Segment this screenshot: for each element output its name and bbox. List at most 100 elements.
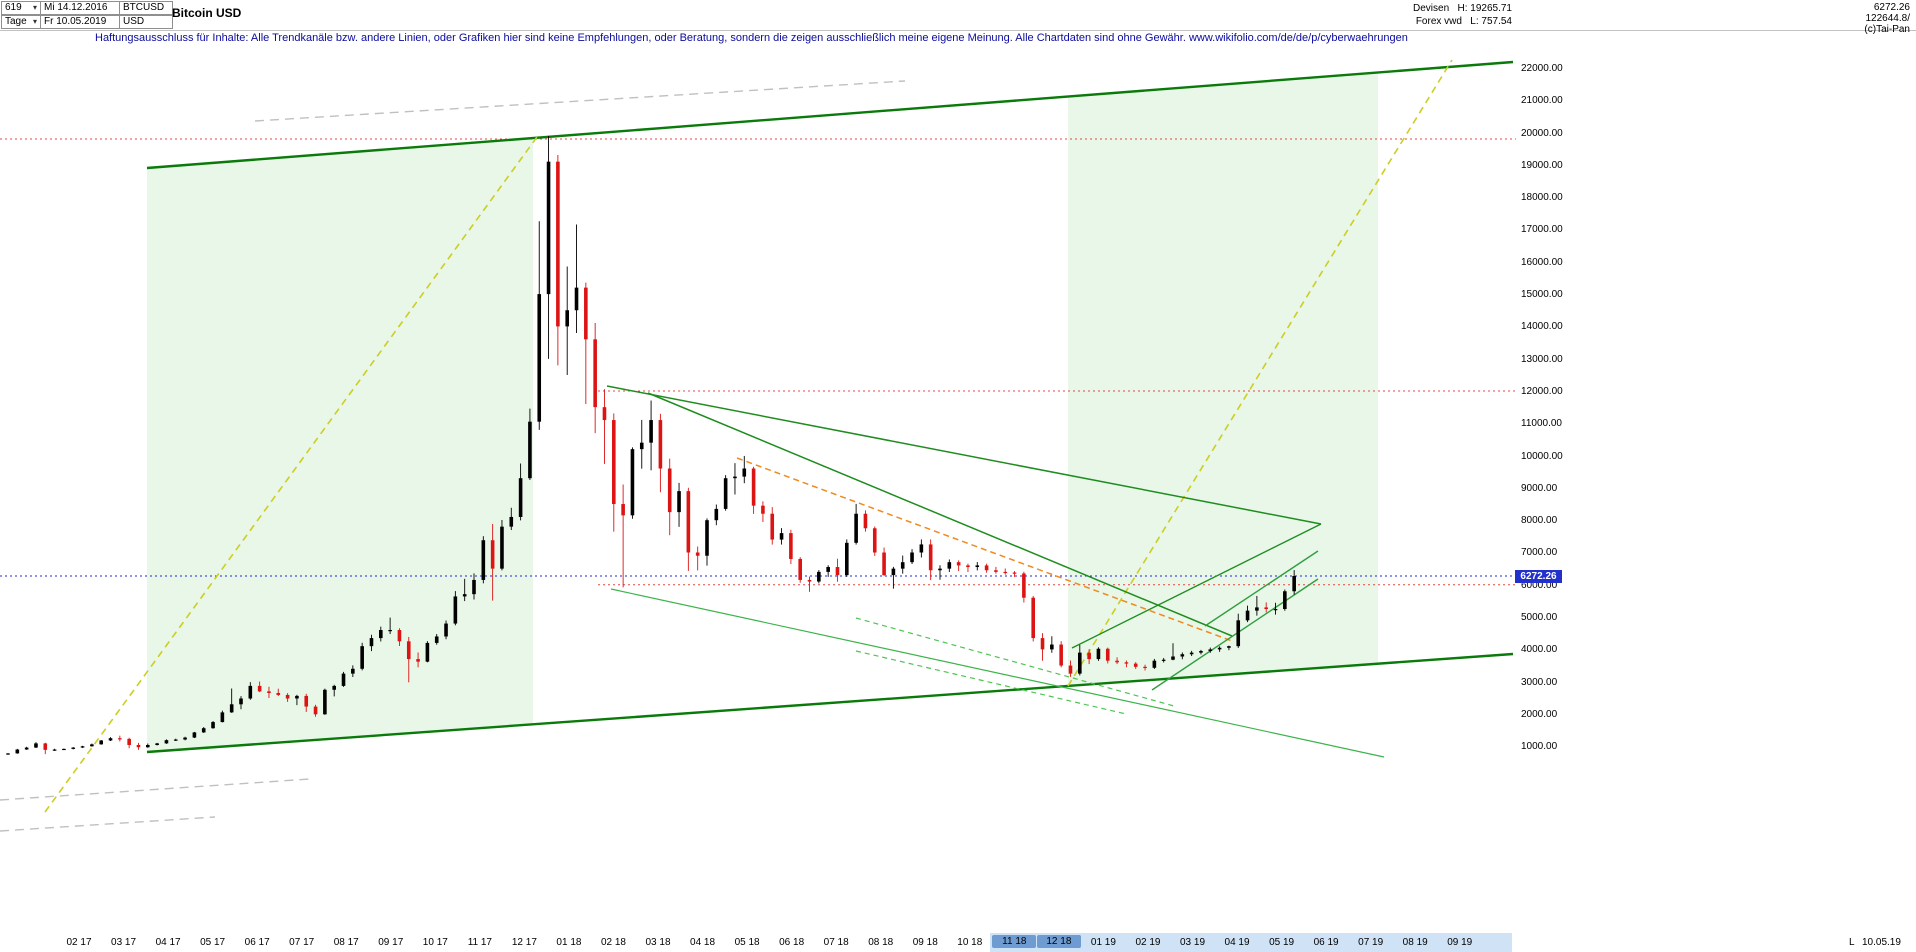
candle-body <box>267 691 271 693</box>
time-axis-label: 03 17 <box>111 937 137 948</box>
candle-body <box>379 630 383 639</box>
candle-body <box>155 743 159 746</box>
last-date-footer: 10.05.19 <box>1862 937 1901 948</box>
orange-downtrend-line[interactable] <box>736 457 1233 642</box>
price-axis-label: 7000.00 <box>1521 547 1558 559</box>
price-axis-label: 9000.00 <box>1521 482 1558 494</box>
candle-body <box>947 562 952 569</box>
candle-body <box>1236 620 1241 647</box>
candle-body <box>556 161 560 327</box>
candle-body <box>621 504 625 516</box>
candle-body <box>490 540 495 569</box>
candle-body <box>537 294 542 422</box>
candle-body <box>1292 576 1296 592</box>
downtrend-inner-line[interactable] <box>647 392 1233 637</box>
main-channel-bottom-line[interactable] <box>146 652 1514 754</box>
instrument-title: Bitcoin USD <box>172 6 242 20</box>
candle-body <box>323 689 327 715</box>
green-dashed-support-1[interactable] <box>855 617 1175 707</box>
candle-body <box>751 468 756 506</box>
candle-body <box>406 641 411 660</box>
candle-body <box>667 468 672 513</box>
candle-body <box>220 712 225 723</box>
candle-body <box>956 562 961 566</box>
candle-body <box>1012 572 1017 574</box>
candle-body <box>1245 610 1250 621</box>
last-date-field[interactable]: Fr 10.05.2019 <box>40 15 120 29</box>
candle-body <box>304 695 309 707</box>
candle-body <box>1227 646 1231 648</box>
corner-volume: 122644.8/ <box>1865 13 1911 24</box>
time-axis-label: 10 17 <box>422 937 448 948</box>
yellow-trend-line-right[interactable] <box>1067 59 1453 687</box>
candle-body <box>612 420 616 505</box>
time-axis-label: 07 17 <box>289 937 315 948</box>
candle-body <box>919 544 924 553</box>
time-axis-label: 02 18 <box>600 937 626 948</box>
yellow-trend-line-left[interactable] <box>44 136 538 813</box>
time-axis-label: 08 17 <box>333 937 359 948</box>
candle-body <box>453 596 458 624</box>
green-dashed-support-2[interactable] <box>855 650 1127 715</box>
price-axis-label: 20000.00 <box>1521 127 1563 139</box>
candle-body <box>500 526 504 569</box>
candle-body <box>1189 652 1194 655</box>
candle-body <box>1022 573 1026 598</box>
gray-parallel-line-bottom-2[interactable] <box>0 816 216 832</box>
time-axis-label: 05 19 <box>1269 937 1295 948</box>
main-channel-top-line[interactable] <box>146 60 1514 170</box>
candle-body <box>1003 571 1008 574</box>
time-axis-label: 04 17 <box>155 937 181 948</box>
wedge-support-line[interactable] <box>1071 523 1322 649</box>
time-axis-label: 02 17 <box>66 937 92 948</box>
gray-parallel-line-bottom-1[interactable] <box>0 778 311 801</box>
downtrend-resistance-line[interactable] <box>606 385 1322 525</box>
time-axis-label: 12 17 <box>511 937 537 948</box>
candle-body <box>817 571 821 582</box>
candle-body <box>779 533 784 540</box>
candle-body <box>295 695 299 699</box>
candle-body <box>1283 591 1287 610</box>
candle-body <box>136 745 141 748</box>
candle-body <box>928 544 933 571</box>
time-axis-label: 06 18 <box>779 937 805 948</box>
candle-body <box>1096 648 1101 660</box>
candle-body <box>1161 659 1166 661</box>
candle-body <box>789 533 793 559</box>
timeframe-dropdown[interactable]: Tage ▾ <box>1 15 41 29</box>
currency-field[interactable]: USD <box>119 15 173 29</box>
candle-body <box>43 743 48 750</box>
header-divider <box>0 30 1916 31</box>
rally-channel-upper[interactable] <box>1204 550 1319 627</box>
candle-body <box>742 468 747 477</box>
candle-body <box>891 568 896 576</box>
time-axis-highlight <box>990 933 1512 952</box>
candle-body <box>276 692 281 695</box>
time-axis-label: 11 17 <box>467 937 492 948</box>
long-support-line[interactable] <box>610 588 1385 758</box>
candle-body <box>677 491 681 513</box>
period-low-value: L: 757.54 <box>1470 16 1512 27</box>
candle-body <box>1115 660 1119 663</box>
candle-body <box>602 407 607 421</box>
trend-channel-band <box>147 138 533 752</box>
candle-body <box>1105 648 1110 661</box>
trend-channel-band <box>1068 72 1378 686</box>
price-axis-label: 4000.00 <box>1521 644 1558 656</box>
candle-body <box>798 558 802 580</box>
copyright-label: (c)Tai-Pan <box>1864 24 1910 35</box>
candle-body <box>351 668 355 674</box>
symbol-field[interactable]: BTCUSD <box>119 1 173 15</box>
candle-body <box>1152 660 1157 668</box>
candle-body <box>192 732 197 738</box>
candle-body <box>1255 607 1259 611</box>
timeframe-value: Tage <box>5 16 27 27</box>
gray-parallel-line-top[interactable] <box>254 80 906 122</box>
candle-body <box>826 567 830 572</box>
candle-body <box>1133 663 1138 667</box>
rally-channel-lower[interactable] <box>1151 578 1319 691</box>
price-axis[interactable]: 22000.00 21000.00 20000.00 19000.00 18000.00… <box>1521 0 1581 952</box>
candle-body <box>201 728 206 733</box>
